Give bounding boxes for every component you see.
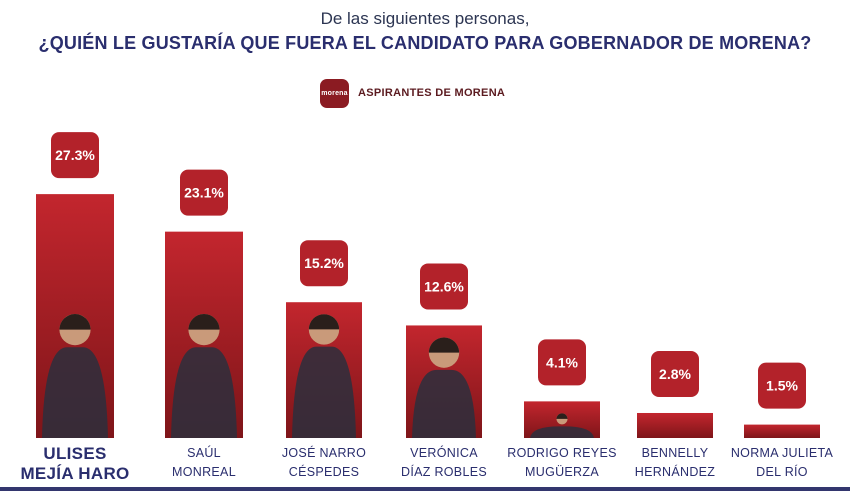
value-badge-0 xyxy=(51,132,99,179)
category-label-5-line-1: HERNÁNDEZ xyxy=(635,464,716,479)
candidate-photo-3 xyxy=(412,337,476,438)
chart-title: ¿QUIÉN LE GUSTARÍA QUE FUERA EL CANDIDAT… xyxy=(38,33,812,53)
chart-legend: morena ASPIRANTES DE MORENA xyxy=(320,78,505,108)
data-label-6: 1.5% xyxy=(766,378,798,394)
category-label-2-line-0: JOSÉ NARRO xyxy=(282,445,366,460)
bar-6 xyxy=(744,424,820,438)
value-badge-5 xyxy=(651,350,699,397)
data-label-5: 2.8% xyxy=(659,366,691,382)
category-label-5-line-0: BENNELLY xyxy=(642,446,709,460)
data-label-1: 23.1% xyxy=(184,185,224,201)
value-badge-4 xyxy=(538,339,586,386)
category-label-4-line-1: MUGÜERZA xyxy=(525,465,599,479)
category-label-0-line-0: ULISES xyxy=(43,444,106,463)
chart-baseline xyxy=(0,487,850,491)
category-label-6-line-1: DEL RÍO xyxy=(756,464,808,479)
candidate-photo-1 xyxy=(171,314,237,438)
value-badge-2 xyxy=(300,240,348,287)
category-label-3-line-1: DÍAZ ROBLES xyxy=(401,464,487,479)
data-label-3: 12.6% xyxy=(424,278,464,294)
category-label-6-line-0: NORMA JULIETA xyxy=(731,446,834,460)
morena-logo: morena xyxy=(320,78,349,108)
value-badge-6 xyxy=(758,362,806,409)
candidate-photo-0 xyxy=(42,314,108,438)
bar-5 xyxy=(637,412,713,438)
legend-label: ASPIRANTES DE MORENA xyxy=(358,87,506,99)
category-label-4-line-0: RODRIGO REYES xyxy=(507,446,616,460)
value-badge-3 xyxy=(420,263,468,310)
category-label-2-line-1: CÉSPEDES xyxy=(289,464,359,479)
data-label-2: 15.2% xyxy=(304,255,344,271)
category-label-3-line-0: VERÓNICA xyxy=(410,445,478,460)
value-badge-1 xyxy=(180,169,228,216)
category-label-1-line-1: MONREAL xyxy=(172,465,236,479)
chart-subtitle: De las siguientes personas, xyxy=(320,9,530,28)
data-label-4: 4.1% xyxy=(546,354,578,370)
category-label-1-line-0: SAÚL xyxy=(187,445,221,460)
category-label-0-line-1: MEJÍA HARO xyxy=(20,464,129,483)
candidate-photo-4 xyxy=(530,413,594,438)
data-label-0: 27.3% xyxy=(55,147,95,163)
candidate-photo-2 xyxy=(292,314,356,438)
